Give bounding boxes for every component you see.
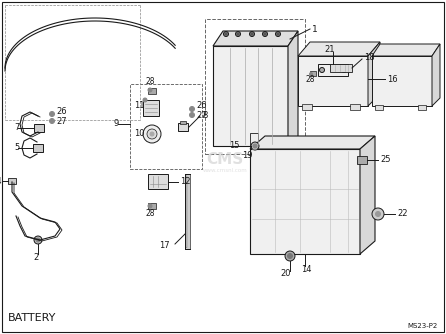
Text: 7: 7: [14, 124, 19, 133]
Circle shape: [285, 251, 295, 261]
Polygon shape: [372, 44, 440, 56]
Circle shape: [50, 112, 54, 117]
Bar: [372, 56, 432, 106]
Text: 8: 8: [202, 112, 207, 121]
Text: 19: 19: [242, 152, 252, 161]
Polygon shape: [288, 31, 298, 146]
Circle shape: [36, 238, 40, 242]
Circle shape: [319, 67, 325, 72]
Circle shape: [50, 119, 54, 124]
Polygon shape: [368, 42, 380, 106]
Bar: [330, 64, 352, 72]
Bar: [178, 123, 188, 131]
Circle shape: [237, 33, 239, 35]
Text: 10: 10: [134, 130, 145, 139]
Text: 28: 28: [146, 77, 156, 87]
Bar: [148, 174, 168, 189]
Circle shape: [249, 31, 255, 36]
Bar: [205, 19, 305, 154]
Bar: [318, 64, 348, 76]
Circle shape: [342, 67, 347, 72]
Bar: [143, 100, 159, 116]
Text: 21: 21: [325, 44, 335, 53]
Text: www.cmsnl.com: www.cmsnl.com: [202, 168, 248, 173]
Circle shape: [190, 113, 194, 118]
Circle shape: [276, 31, 281, 36]
Bar: [310, 71, 316, 76]
Circle shape: [223, 31, 228, 36]
Text: 1: 1: [312, 24, 318, 33]
Bar: [148, 88, 156, 94]
Text: 12: 12: [180, 177, 190, 186]
Bar: [8, 178, 16, 184]
Text: 27: 27: [196, 111, 206, 120]
Bar: [250, 149, 360, 254]
Bar: [33, 144, 43, 152]
Text: BATTERY: BATTERY: [8, 313, 56, 323]
Text: 17: 17: [159, 241, 170, 250]
Text: 16: 16: [387, 74, 398, 84]
Circle shape: [147, 129, 157, 139]
Text: 26: 26: [56, 107, 66, 116]
Text: 18: 18: [364, 52, 375, 61]
Bar: [34, 124, 44, 132]
Text: 28: 28: [145, 209, 154, 218]
Bar: [185, 174, 190, 249]
Bar: [180, 121, 186, 124]
Circle shape: [263, 31, 268, 36]
Text: 26: 26: [196, 102, 206, 111]
Text: 20: 20: [281, 270, 291, 279]
Text: 24: 24: [0, 176, 2, 185]
Circle shape: [148, 88, 152, 92]
Circle shape: [310, 72, 313, 75]
Circle shape: [225, 33, 227, 35]
Bar: [250, 133, 258, 151]
Bar: [418, 105, 426, 110]
Circle shape: [253, 144, 257, 148]
Circle shape: [143, 98, 147, 102]
Text: MS23-P2: MS23-P2: [408, 323, 438, 329]
Circle shape: [251, 33, 253, 35]
Bar: [357, 156, 367, 164]
Circle shape: [143, 125, 161, 143]
Circle shape: [235, 31, 240, 36]
Circle shape: [150, 132, 154, 136]
Bar: [130, 84, 202, 169]
Circle shape: [277, 33, 279, 35]
Bar: [302, 104, 312, 110]
Polygon shape: [213, 31, 298, 46]
Circle shape: [372, 208, 384, 220]
Circle shape: [148, 204, 152, 208]
Polygon shape: [298, 42, 380, 56]
Bar: [148, 203, 156, 209]
Circle shape: [376, 211, 380, 216]
Polygon shape: [432, 44, 440, 106]
Text: 2: 2: [33, 254, 39, 263]
Circle shape: [34, 236, 42, 244]
Text: 15: 15: [230, 142, 240, 151]
Circle shape: [264, 33, 266, 35]
Circle shape: [251, 142, 259, 150]
Text: 11: 11: [134, 102, 145, 111]
Circle shape: [288, 254, 293, 259]
Text: 27: 27: [56, 117, 66, 126]
Text: 5: 5: [14, 144, 19, 153]
Text: 28: 28: [306, 75, 315, 85]
Text: CMS: CMS: [206, 152, 244, 167]
Polygon shape: [250, 136, 375, 149]
Bar: [350, 104, 360, 110]
Circle shape: [190, 107, 194, 112]
Text: 14: 14: [301, 266, 311, 275]
Text: 25: 25: [380, 156, 391, 165]
Bar: [213, 46, 288, 146]
Text: 9: 9: [113, 120, 118, 129]
Bar: [375, 105, 383, 110]
Bar: [298, 56, 368, 106]
Text: 22: 22: [397, 209, 408, 218]
Polygon shape: [360, 136, 375, 254]
